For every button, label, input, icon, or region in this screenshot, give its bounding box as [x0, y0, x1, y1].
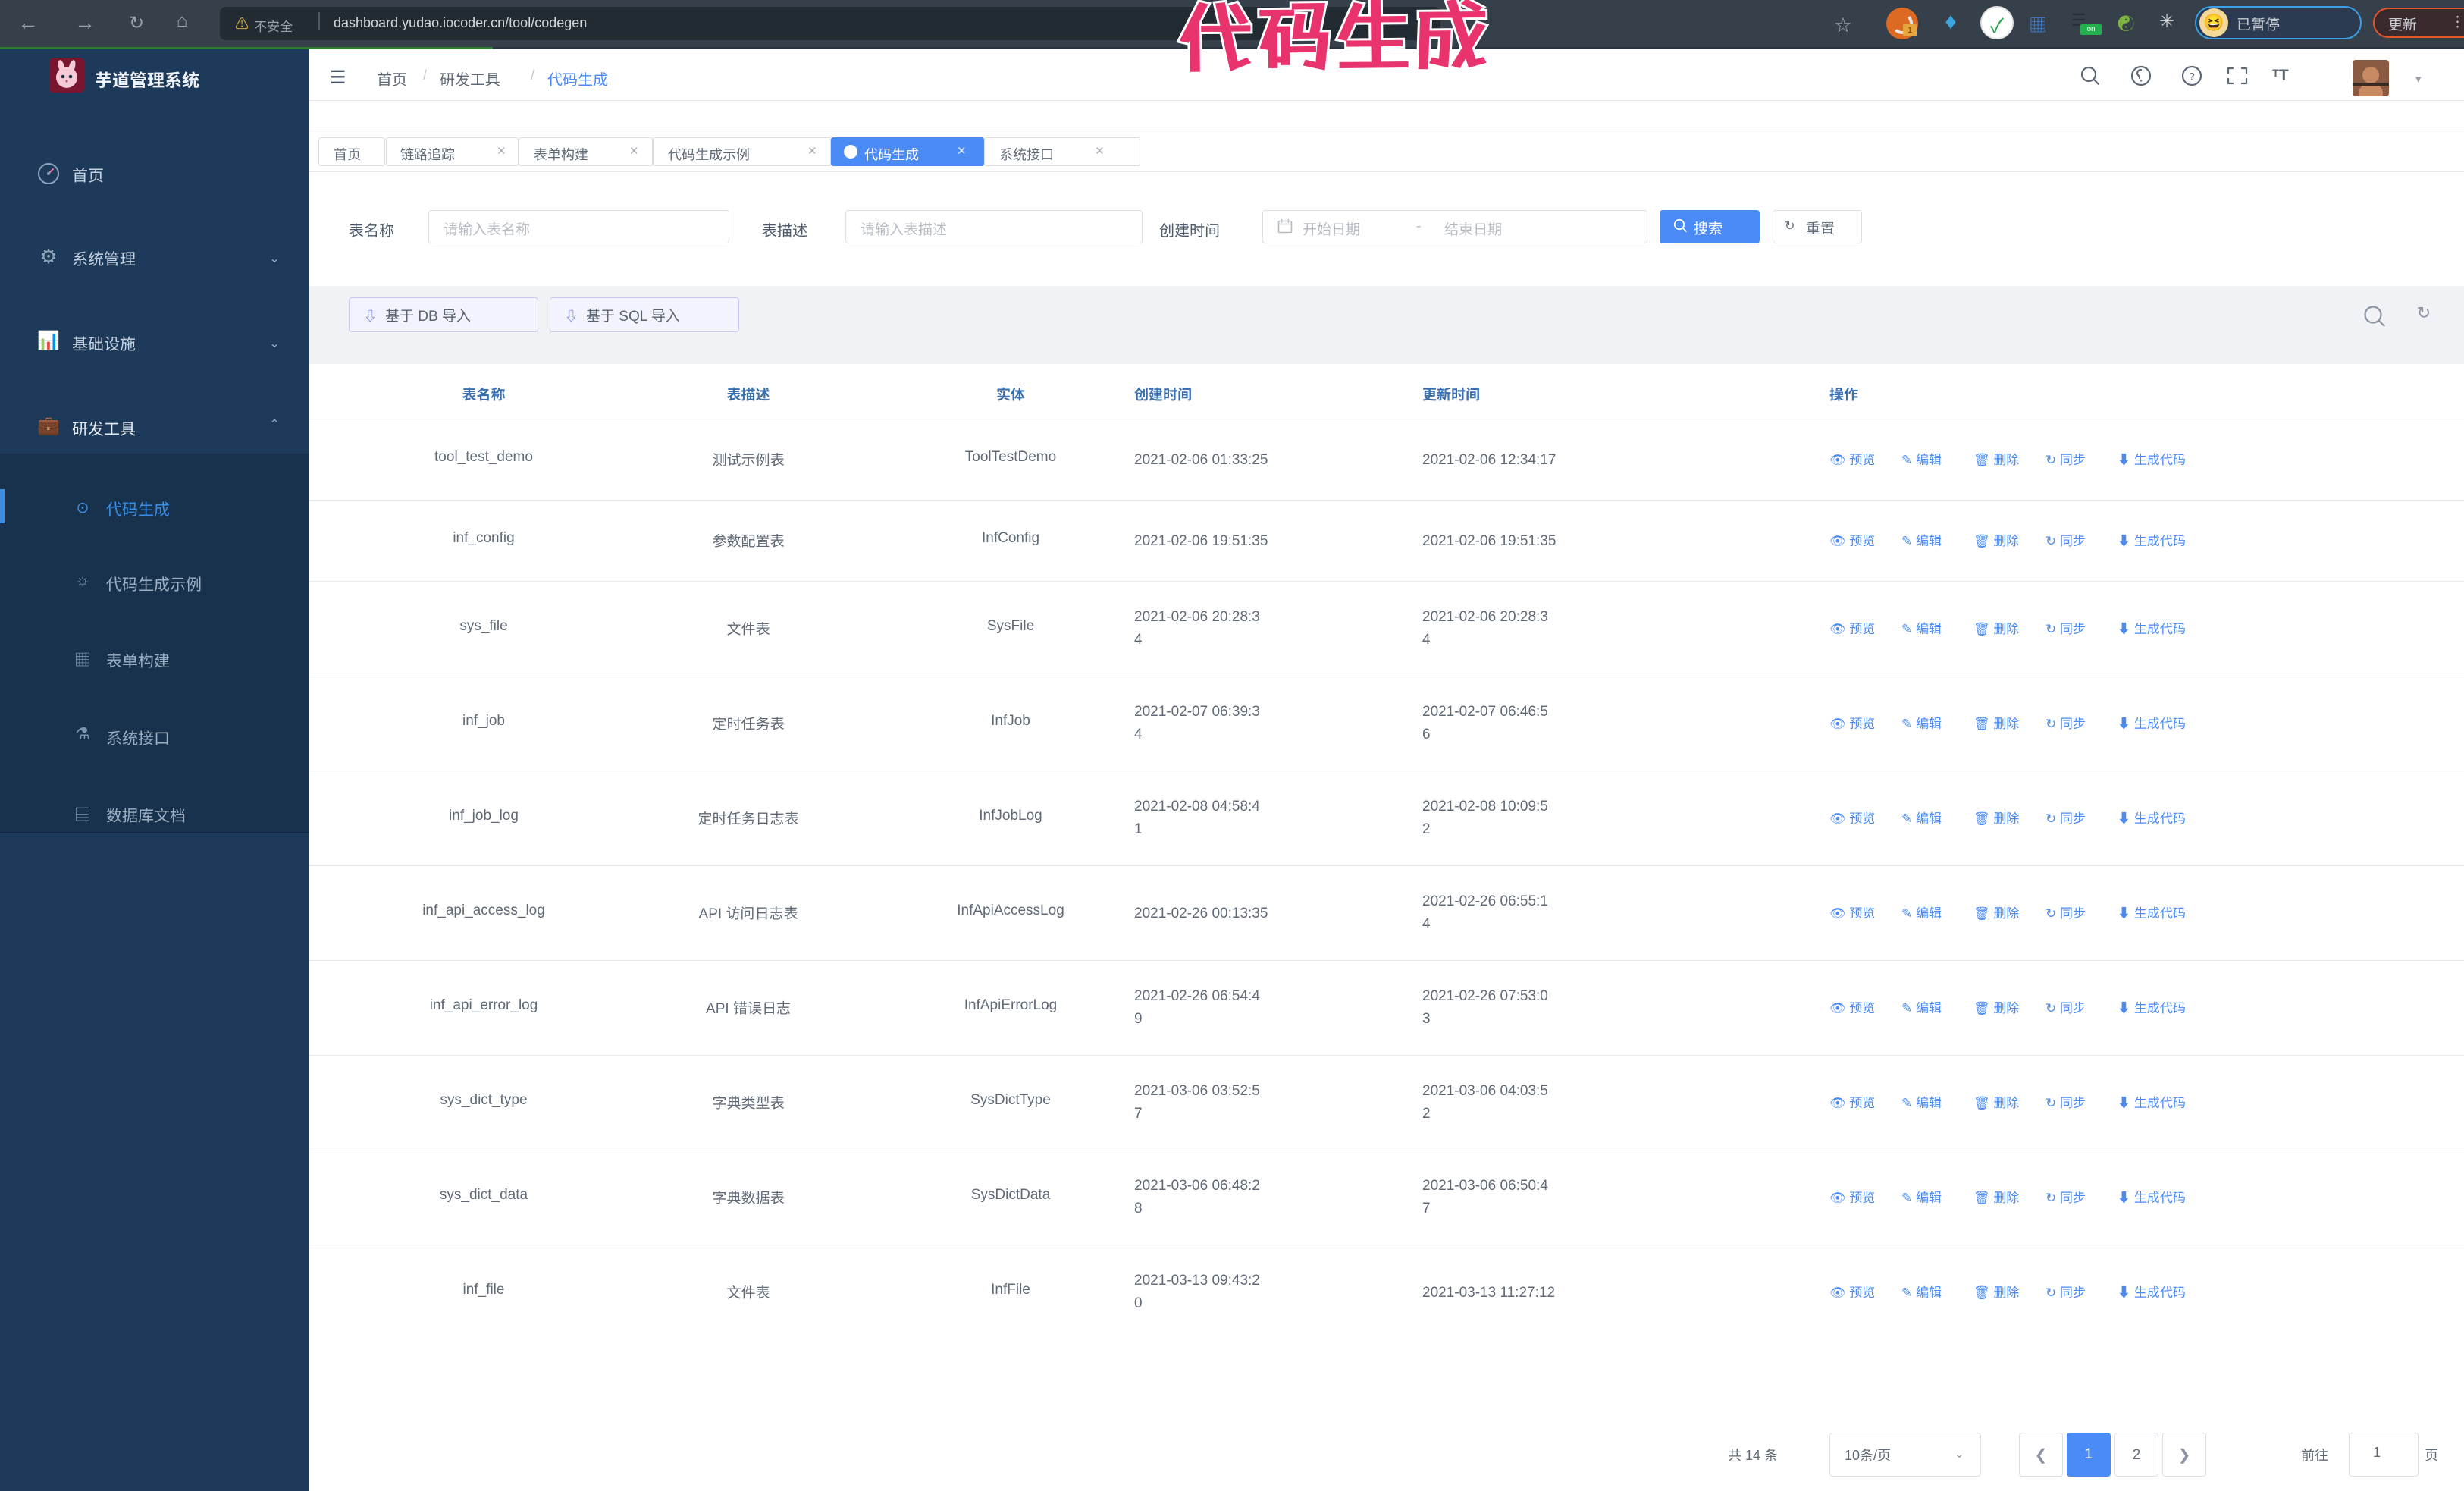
svg-text:?: ? — [2189, 71, 2194, 82]
